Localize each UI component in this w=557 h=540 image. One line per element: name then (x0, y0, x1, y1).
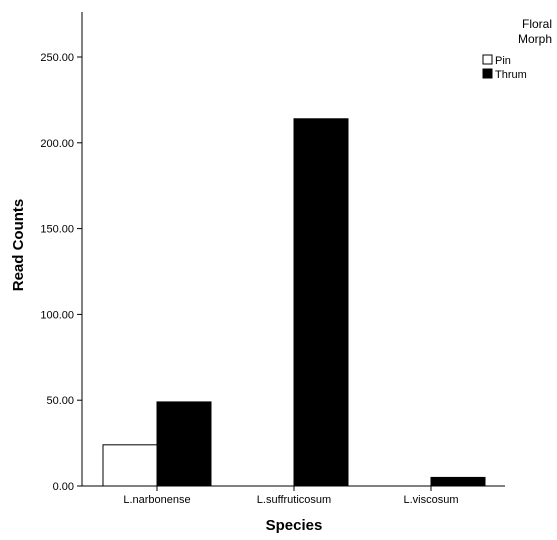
y-tick-label: 0.00 (53, 481, 74, 493)
y-tick-label: 250.00 (40, 52, 74, 64)
x-tick-label: L.viscosum (403, 494, 458, 506)
bar-thrum-2 (430, 476, 486, 487)
y-tick-label: 50.00 (46, 395, 74, 407)
x-tick-label: L.suffruticosum (257, 494, 331, 506)
x-axis: L.narbonense L.suffruticosum L.viscosum (82, 485, 505, 506)
legend-title-line1: Floral (522, 17, 552, 31)
legend-swatch-pin (482, 54, 493, 65)
legend-title-line2: Morph (518, 32, 552, 46)
bar-pin-0 (102, 444, 158, 487)
legend-swatch-thrum (482, 68, 493, 79)
legend-label-pin: Pin (495, 55, 511, 67)
legend-label-thrum: Thrum (495, 69, 527, 81)
y-axis-title: Read Counts (10, 199, 27, 292)
legend: Floral Morph Pin Thrum (482, 17, 552, 81)
bars (102, 118, 486, 487)
y-tick-label: 100.00 (40, 309, 74, 321)
x-axis-title: Species (266, 517, 323, 534)
bar-thrum-1 (293, 118, 349, 487)
y-tick-label: 200.00 (40, 138, 74, 150)
bar-thrum-0 (156, 401, 212, 487)
y-axis: 0.00 50.00 100.00 150.00 200.00 250.00 (40, 12, 83, 493)
y-tick-label: 150.00 (40, 224, 74, 236)
x-tick-label: L.narbonense (123, 494, 190, 506)
